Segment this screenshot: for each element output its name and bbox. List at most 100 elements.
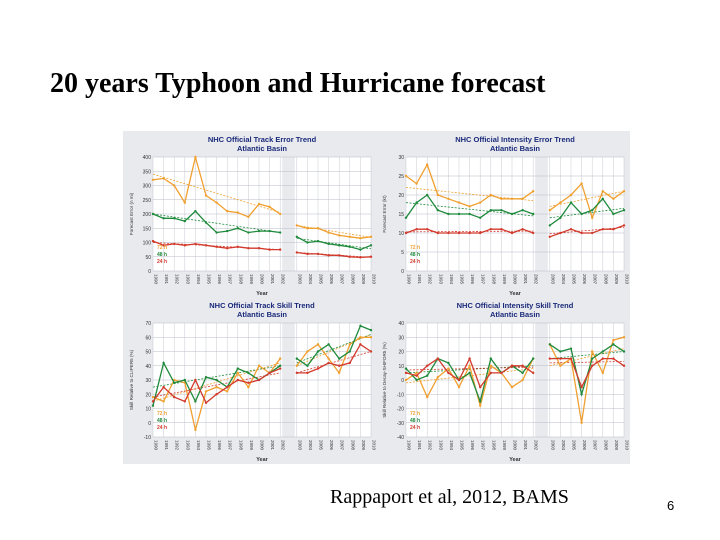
intensity-skill-chart: NHC Official Intensity Skill Trend Atlant…: [378, 299, 629, 463]
x-tick-label: 1999: [249, 274, 254, 285]
legend-label-h24: 24 h: [410, 259, 420, 265]
data-point-h24: [348, 255, 351, 258]
data-point-h72: [268, 205, 271, 209]
data-point-h24: [183, 400, 186, 403]
data-point-h24: [426, 228, 429, 231]
trend-line-h24-early: [405, 366, 534, 371]
data-point-h24: [601, 357, 604, 360]
data-point-h48: [404, 367, 408, 370]
data-point-h24: [316, 367, 320, 370]
x-tick-label: 1991: [164, 274, 169, 285]
data-point-h24: [479, 385, 482, 389]
data-point-h48: [415, 378, 418, 382]
data-point-h24: [447, 231, 450, 235]
trend-line-h72-late: [549, 190, 625, 207]
trend-line-h24-late: [549, 361, 625, 364]
data-point-h24: [257, 247, 261, 250]
x-tick-label: 1997: [228, 274, 233, 285]
data-point-h72: [612, 197, 615, 200]
legend-label-h48: 48 h: [157, 252, 167, 258]
data-point-h24: [521, 228, 524, 231]
trend-line-h72-late: [296, 334, 372, 367]
x-tick-label: 2006: [329, 440, 334, 451]
data-point-h24: [338, 254, 341, 257]
data-point-h72: [447, 197, 450, 200]
data-point-h24: [215, 393, 218, 396]
chart-subtitle: Atlantic Basin: [490, 144, 540, 153]
y-axis-label: Forecast Error (kt): [382, 195, 387, 233]
data-point-h72: [338, 234, 341, 237]
data-point-h24: [612, 228, 615, 231]
data-point-h72: [447, 367, 450, 370]
y-tick-label: 30: [398, 155, 404, 161]
data-point-h24: [279, 367, 282, 370]
data-point-h48: [151, 404, 155, 407]
data-point-h72: [591, 350, 594, 353]
y-tick-label: 50: [145, 255, 151, 261]
series-line-h24-late: [549, 224, 625, 238]
data-point-h72: [173, 184, 176, 187]
legend-label-h72: 72 h: [157, 245, 167, 251]
y-axis-label: Skill Relative to CLIPER5 (%): [129, 349, 134, 410]
data-point-h48: [369, 244, 373, 247]
data-point-h72: [580, 421, 583, 424]
data-point-h48: [521, 371, 524, 375]
data-point-h48: [338, 244, 341, 247]
data-point-h72: [226, 209, 229, 213]
y-tick-label: 300: [143, 184, 152, 190]
x-tick-label: 1994: [196, 440, 201, 451]
legend-label-h24: 24 h: [410, 425, 420, 431]
x-tick-label: 1998: [491, 440, 496, 451]
data-point-h72: [559, 201, 562, 204]
data-point-h72: [279, 357, 282, 360]
legend-label-h72: 72 h: [410, 411, 420, 417]
x-tick-label: 2004: [308, 274, 313, 285]
y-tick-label: -30: [397, 421, 404, 427]
data-point-h72: [338, 371, 341, 375]
data-point-h24: [226, 385, 229, 389]
data-point-h48: [327, 242, 330, 246]
data-point-h72: [404, 174, 408, 178]
data-point-h72: [236, 211, 239, 214]
data-point-h24: [359, 343, 362, 346]
data-point-h72: [295, 364, 298, 367]
data-point-h24: [580, 231, 583, 235]
x-tick-label: 2001: [523, 274, 528, 285]
data-point-h48: [247, 231, 250, 234]
y-tick-label: 250: [143, 198, 152, 204]
data-point-h24: [162, 385, 165, 389]
data-point-h72: [316, 343, 320, 346]
data-point-h72: [612, 338, 615, 342]
data-point-h48: [194, 400, 197, 403]
data-point-h24: [500, 228, 503, 231]
data-point-h24: [162, 244, 165, 247]
x-tick-label: 1995: [207, 440, 212, 451]
data-point-h24: [404, 231, 408, 235]
data-point-h72: [327, 231, 330, 234]
x-tick-label: 1991: [164, 440, 169, 451]
data-point-h72: [183, 201, 186, 204]
track-skill-chart: NHC Official Track Skill Trend Atlantic B…: [125, 299, 376, 463]
data-point-h48: [348, 245, 351, 248]
data-point-h24: [559, 357, 562, 360]
data-point-h24: [612, 357, 615, 360]
x-tick-label: 1999: [249, 440, 254, 451]
legend-label-h24: 24 h: [157, 425, 167, 431]
data-point-h24: [569, 357, 573, 360]
data-point-h72: [369, 336, 373, 339]
trend-line-h48-late: [549, 351, 625, 360]
data-point-h72: [226, 390, 229, 393]
data-point-h72: [215, 385, 218, 389]
series-line-h72-late: [549, 182, 625, 220]
data-point-h24: [268, 248, 271, 251]
y-tick-label: 15: [398, 212, 404, 218]
data-point-h48: [236, 227, 239, 230]
data-point-h24: [204, 244, 208, 247]
data-point-h48: [247, 371, 250, 375]
data-point-h48: [327, 343, 330, 346]
data-point-h24: [247, 247, 250, 250]
data-point-h24: [591, 231, 594, 235]
x-tick-label: 2003: [297, 274, 302, 285]
data-point-h24: [247, 381, 250, 385]
x-tick-label: 2009: [614, 440, 619, 451]
